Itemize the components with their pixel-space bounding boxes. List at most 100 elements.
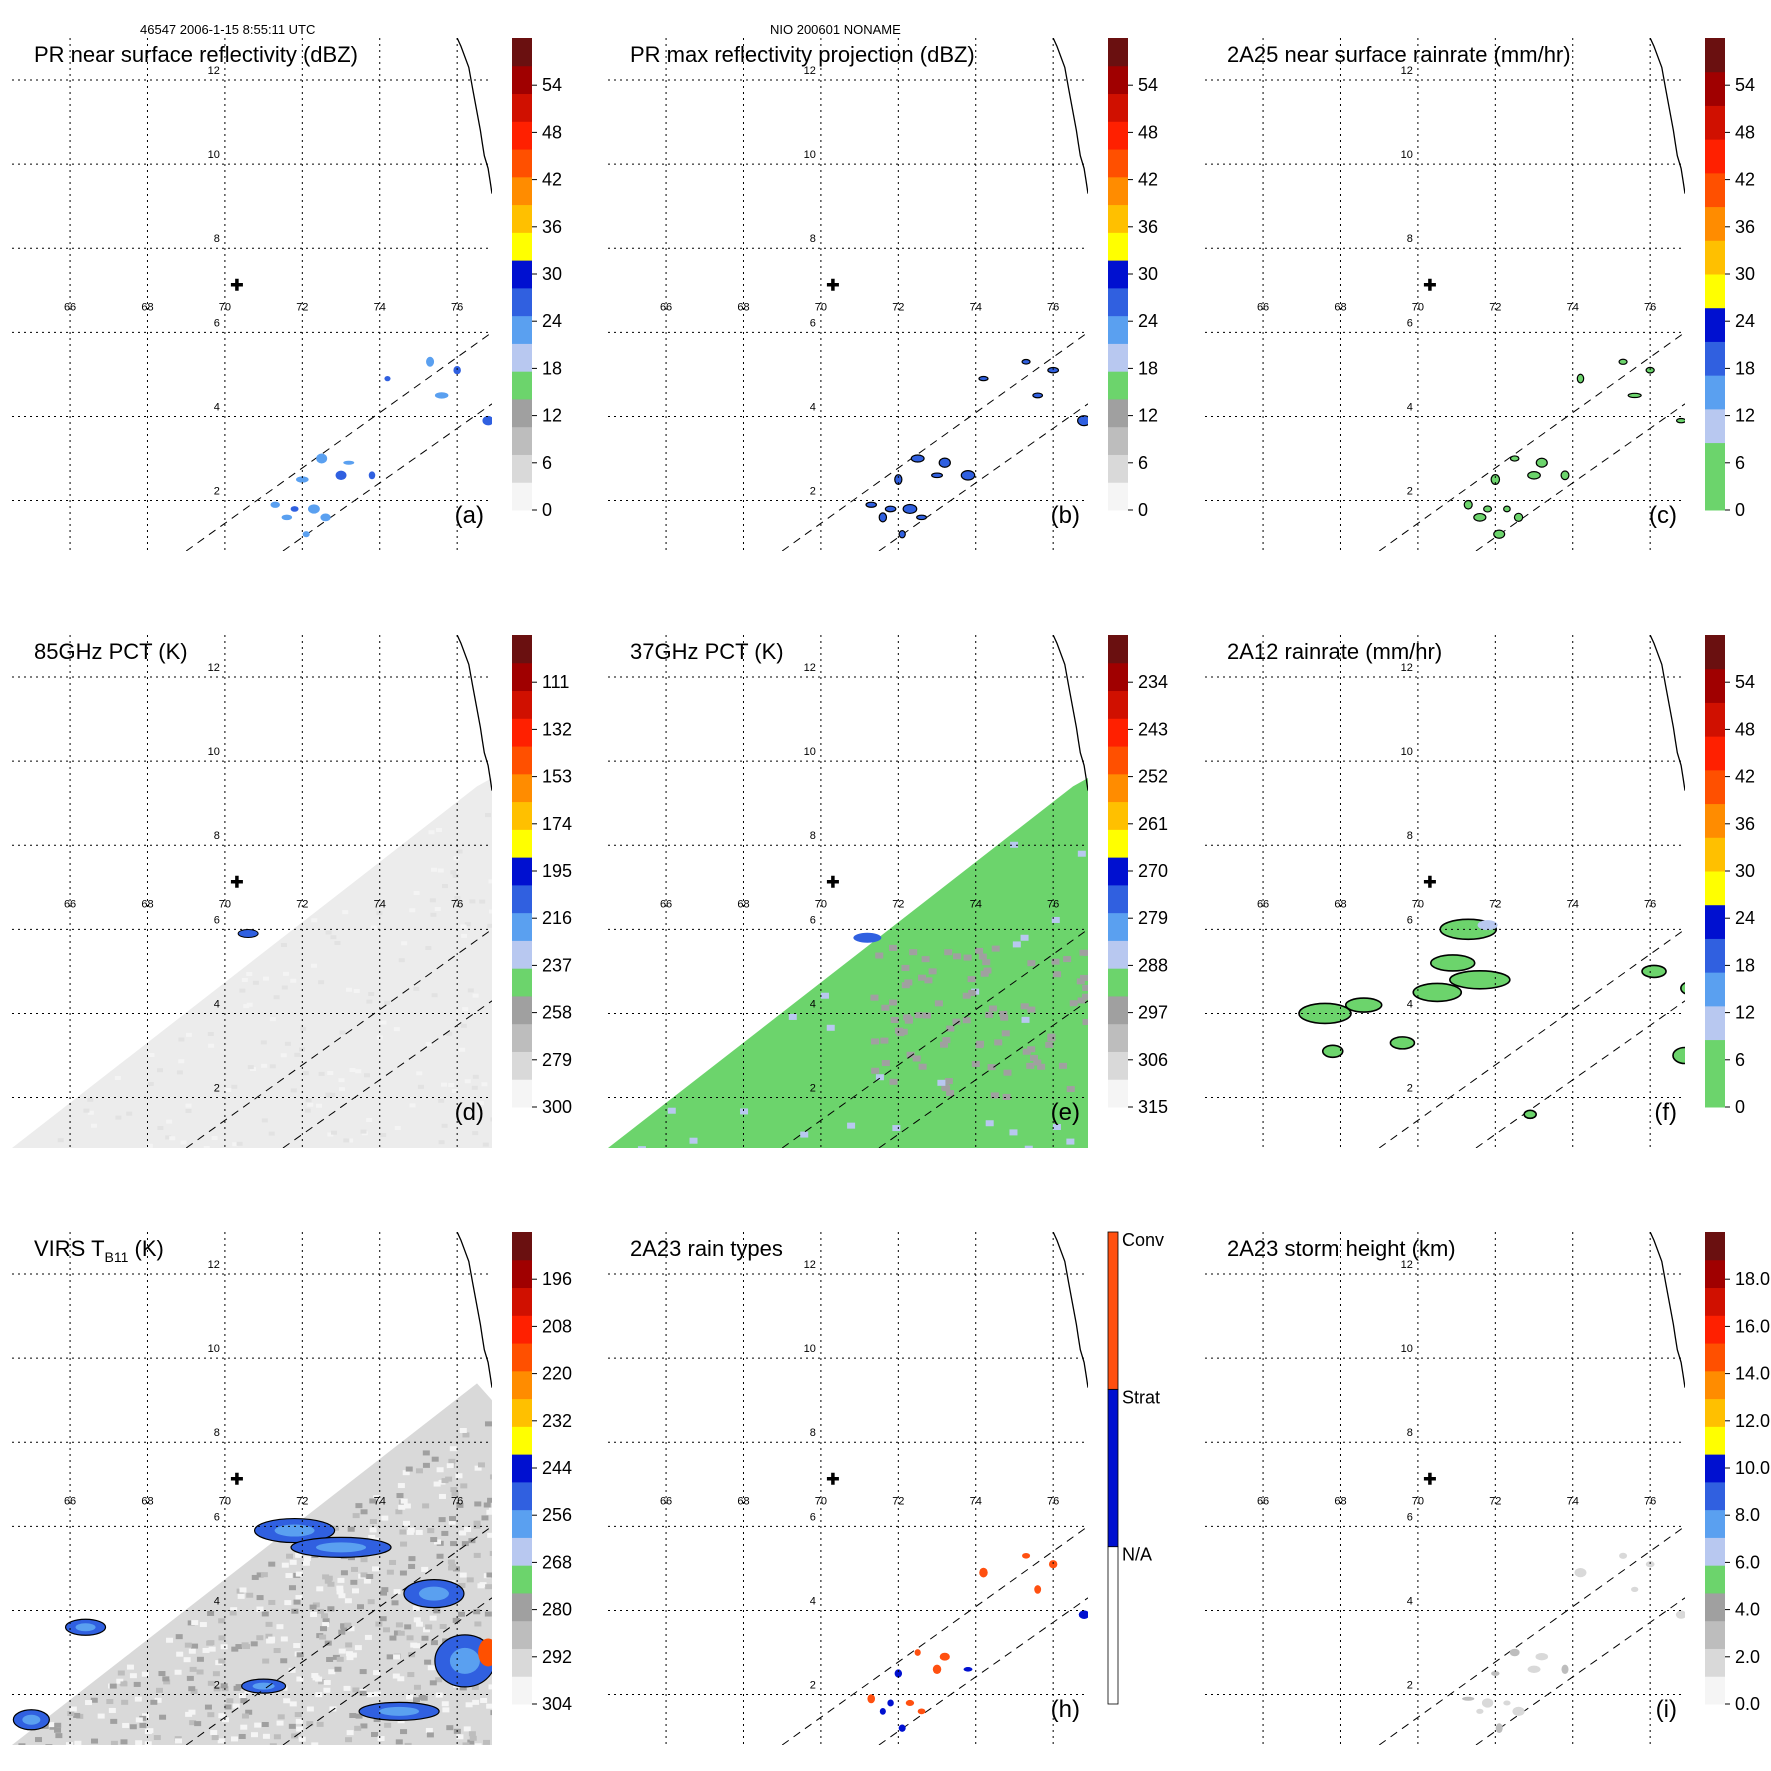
colorbar-segment [512,1051,532,1080]
colorbar-segment [1705,1343,1725,1372]
pct-cell [425,946,432,951]
tb-cell [391,1600,399,1606]
lat-tick-label: 2 [810,1083,816,1095]
pct-cell [1009,1129,1018,1136]
colorbar-i: 0.0 2.0 4.0 6.0 8.0 10.0 12.0 14.0 16.0 18.0 [1705,1232,1770,1714]
panel-letter: (c) [1649,502,1677,529]
rain-cell [434,392,449,399]
tb-cell [431,1456,439,1462]
rain-cell [316,453,328,464]
pct-cell [430,867,437,872]
rain-cell [1463,499,1473,510]
colorbar-label: 18 [1138,358,1158,378]
rain-cell [1476,1708,1484,1714]
pct-cell [477,1101,484,1106]
colorbar-label: 261 [1138,814,1168,834]
pct-cell [881,1060,890,1067]
tb-cell [460,1483,468,1489]
pct-cell [87,1110,94,1115]
tb-cell [425,1624,433,1630]
tb-cell [442,1707,450,1713]
lon-tick-label: 76 [1047,1496,1059,1508]
pct-cell [318,1071,325,1076]
panel-title: PR max reflectivity projection (dBZ) [630,42,975,67]
colorbar-segment [512,801,532,830]
rain-cell [384,375,391,382]
tb-cell [355,1503,363,1509]
tb-cell [65,1742,73,1745]
pct-cell [460,924,467,929]
tb-cell [456,1502,464,1508]
pct-cell [409,908,416,913]
pct-cell [246,1002,253,1007]
colorbar-segment [512,829,532,858]
tb-cell [450,1541,458,1547]
colorbar-segment [512,204,532,233]
pct-cell [334,940,341,945]
cold-cell [853,932,882,943]
tb-cell [448,1565,456,1571]
rain-cell [865,501,878,508]
colorbar-segment [512,912,532,941]
plot-area-g [12,1232,492,1745]
tb-cell [211,1735,219,1741]
lon-tick-label: 70 [219,899,231,911]
colorbar-segment [512,1592,532,1622]
colorbar-segment [512,884,532,914]
tb-cell [438,1493,446,1499]
pct-cell [353,988,360,993]
tb-cell [73,1712,81,1718]
lat-tick-label: 6 [1407,317,1413,329]
pct-cell [318,980,325,985]
pct-cell [327,1070,334,1075]
panel-letter: (b) [1051,502,1080,529]
rain-cell [1513,512,1524,522]
rain-cell [963,1667,973,1672]
pct-cell [441,884,448,889]
tb-cell [296,1652,304,1658]
colorbar-segment [1705,206,1725,241]
lon-tick-label: 70 [815,1496,827,1508]
lat-tick-label: 6 [214,914,220,926]
pct-cell [1045,1041,1054,1048]
rain-cell [931,472,944,479]
pct-cell [937,1079,946,1086]
pct-cell [894,1027,903,1034]
pct-cell [1022,1048,1031,1055]
tb-cell [336,1589,344,1595]
tb-cell [338,1593,346,1599]
tb-cell [433,1539,441,1545]
lon-tick-label: 74 [1567,302,1579,314]
colorbar-label: 195 [542,861,572,881]
tb-cell [256,1606,264,1612]
pct-cell [901,982,910,989]
tb-cell [464,1527,472,1533]
tb-cell [288,1667,296,1673]
pct-cell [284,1041,291,1046]
colorbar-segment [512,232,532,261]
tb-cell [245,1709,253,1715]
tb-cell [373,1495,381,1501]
lat-tick-label: 8 [1407,1427,1413,1439]
pct-cell [452,873,459,878]
colorbar-segment [1108,718,1128,747]
tb-cell [373,1670,381,1676]
colorbar-segment [512,260,532,289]
lon-tick-label: 66 [660,899,672,911]
swath-edge [781,1525,1088,1745]
lat-tick-label: 10 [1401,1343,1413,1355]
tb-cell [400,1729,408,1735]
tb-cell [474,1465,482,1471]
pct-cell [338,1087,345,1092]
tb-cell [218,1618,226,1624]
pct-cell [380,1020,387,1025]
pct-cell [294,1052,301,1057]
tb-cell [218,1713,226,1719]
colorbar-label: 36 [1735,814,1755,834]
tb-cell [231,1646,239,1652]
colorbar-segment [1705,1073,1725,1108]
tb-cell [166,1637,174,1643]
pct-cell [467,988,474,993]
pct-cell [300,1026,307,1031]
